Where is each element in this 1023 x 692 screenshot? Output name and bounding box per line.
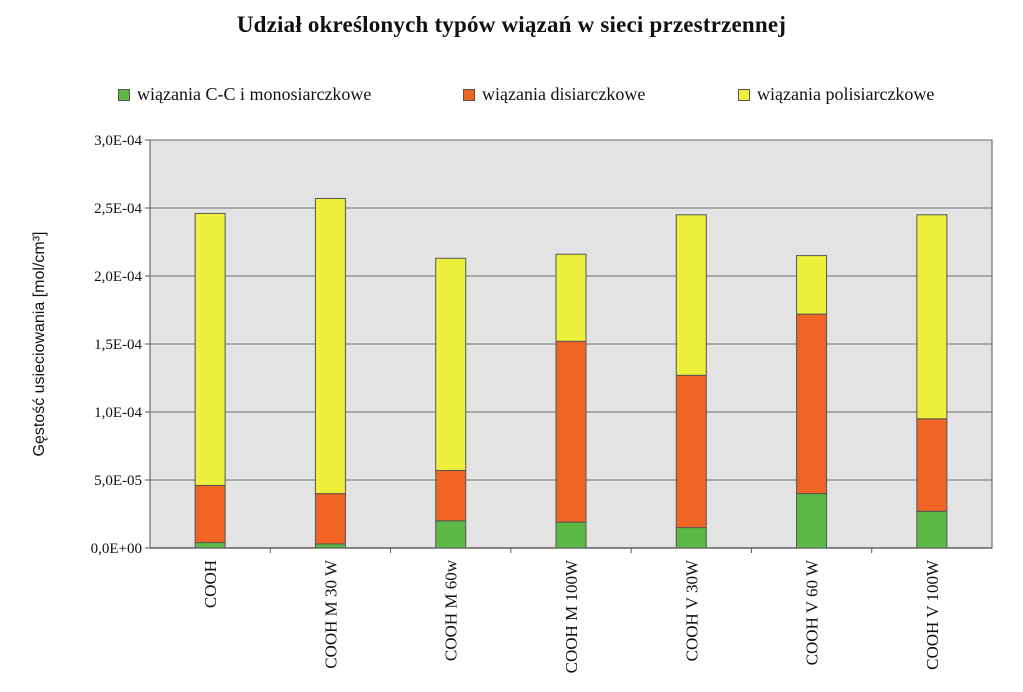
bar-segment-3-0	[555, 521, 587, 549]
bar-segment-1-2	[314, 197, 346, 495]
y-axis-title: Gęstość usieciowania [mol/cm³]	[31, 232, 48, 457]
bar-segment-2-1	[435, 469, 467, 522]
bar-segment-3-1	[555, 340, 587, 523]
bar-segment-0-1	[194, 484, 226, 544]
y-tick-label-2: 1,0E-04	[94, 405, 142, 421]
y-tick-label-4: 2,0E-04	[94, 269, 142, 285]
legend-label-disulfide: wiązania disiarczkowe	[482, 84, 646, 104]
legend-swatch-cc-mono	[118, 88, 130, 101]
legend-swatch-disulfide	[463, 88, 475, 101]
legend-label-cc-mono: wiązania C-C i monosiarczkowe	[137, 84, 372, 104]
y-tick-label-0: 0,0E+00	[91, 541, 142, 557]
category-label-6: COOH V 100W	[923, 559, 942, 670]
bar-segment-4-0	[675, 527, 707, 549]
legend-item-polysulfide: wiązania polisiarczkowe	[738, 84, 934, 105]
bar-segment-5-0	[796, 493, 828, 549]
bar-segment-6-1	[916, 418, 948, 512]
bar-segment-6-0	[916, 510, 948, 549]
y-tick-label-1: 5,0E-05	[94, 473, 142, 489]
bar-segment-4-2	[675, 214, 707, 376]
category-label-3: COOH M 100W	[562, 559, 581, 673]
category-label-4: COOH V 30W	[682, 559, 701, 661]
bar-segment-3-2	[555, 253, 587, 342]
legend-item-disulfide: wiązania disiarczkowe	[463, 84, 645, 105]
bar-segment-6-2	[916, 214, 948, 420]
bar-segment-0-0	[194, 542, 226, 549]
category-label-0: COOH	[201, 560, 220, 608]
y-tick-label-3: 1,5E-04	[94, 337, 142, 353]
legend-swatch-polysulfide	[738, 88, 750, 101]
bar-segment-2-0	[435, 520, 467, 549]
legend-label-polysulfide: wiązania polisiarczkowe	[757, 84, 935, 104]
bar-segment-5-2	[796, 255, 828, 315]
category-label-2: COOH M 60w	[442, 559, 461, 661]
bar-segment-5-1	[796, 313, 828, 495]
bar-segment-1-0	[314, 543, 346, 549]
bar-segment-4-1	[675, 374, 707, 529]
category-label-5: COOH V 60 W	[803, 559, 822, 665]
legend-item-cc-mono: wiązania C-C i monosiarczkowe	[118, 84, 371, 105]
y-tick-label-6: 3,0E-04	[94, 133, 142, 149]
y-tick-label-5: 2,5E-04	[94, 201, 142, 217]
legend: wiązania C-C i monosiarczkowe wiązania d…	[0, 84, 1023, 108]
chart-title: Udział określonych typów wiązań w sieci …	[236, 12, 787, 37]
category-label-1: COOH M 30 W	[321, 559, 340, 669]
bar-segment-1-1	[314, 493, 346, 545]
bar-segment-0-2	[194, 212, 226, 486]
bar-segment-2-2	[435, 257, 467, 471]
